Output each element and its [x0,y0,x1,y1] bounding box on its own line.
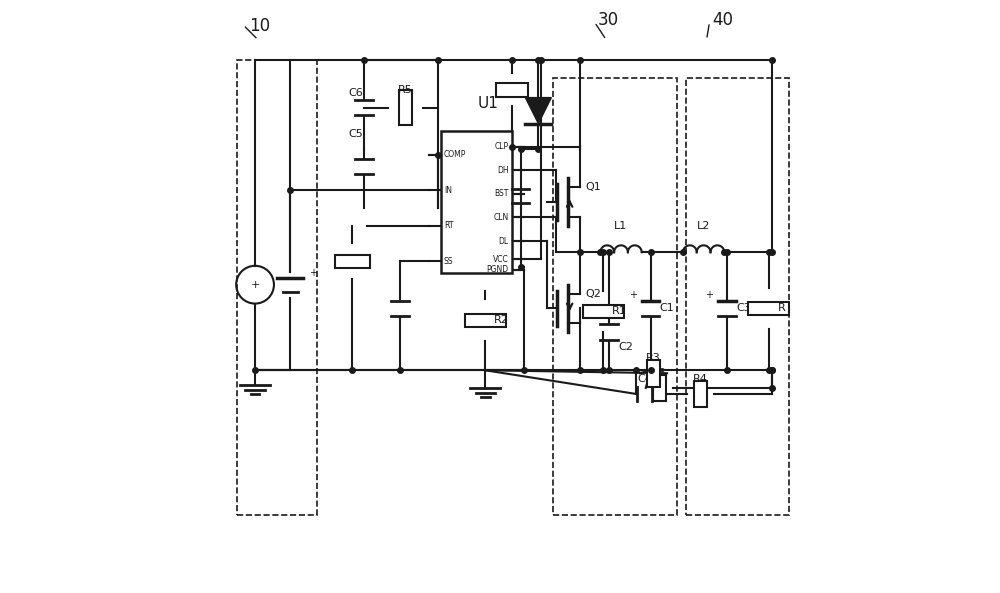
Text: Q2: Q2 [586,289,601,298]
Bar [583,305,624,318]
Text: DL: DL [499,237,509,246]
Bar [553,78,677,515]
Bar [496,82,528,97]
Text: +: + [629,289,637,299]
Text: C3: C3 [736,303,751,313]
Text: 40: 40 [712,11,733,29]
Polygon shape [525,98,551,123]
Text: PGND: PGND [487,266,509,275]
Text: SS: SS [444,257,453,266]
Text: R3: R3 [646,353,661,364]
Text: 10: 10 [249,17,270,35]
Bar [465,314,506,327]
Bar [686,78,789,515]
Text: R5: R5 [398,85,413,95]
Text: R2: R2 [494,315,509,325]
Text: VCC: VCC [493,255,509,264]
Bar [237,60,317,515]
Text: U1: U1 [478,95,499,111]
Text: +: + [250,280,260,290]
Text: L1: L1 [614,221,628,231]
Text: C1: C1 [659,303,674,313]
Bar [441,131,512,273]
Text: RT: RT [444,221,453,230]
Text: R: R [777,303,785,313]
Text: 30: 30 [597,11,619,29]
Bar [647,360,660,387]
Text: R1: R1 [612,306,627,316]
Text: R3: R3 [652,368,667,378]
Text: DH: DH [497,165,509,175]
Text: C2: C2 [618,342,633,352]
Text: COMP: COMP [444,151,466,160]
Text: R4: R4 [693,374,708,384]
Bar [748,302,789,315]
Bar [335,254,370,267]
Text: IN: IN [444,186,452,195]
Text: C6: C6 [348,88,363,98]
Text: BST: BST [494,189,509,198]
Text: +: + [706,289,714,299]
Bar [653,375,666,401]
Text: C5: C5 [348,129,363,139]
Text: Q1: Q1 [586,182,601,192]
Bar [399,90,412,125]
Text: C4: C4 [637,374,652,384]
Text: +: + [309,268,317,278]
Bar [694,381,707,407]
Text: CLP: CLP [495,142,509,151]
Text: L2: L2 [697,221,710,231]
Text: CLN: CLN [494,213,509,222]
